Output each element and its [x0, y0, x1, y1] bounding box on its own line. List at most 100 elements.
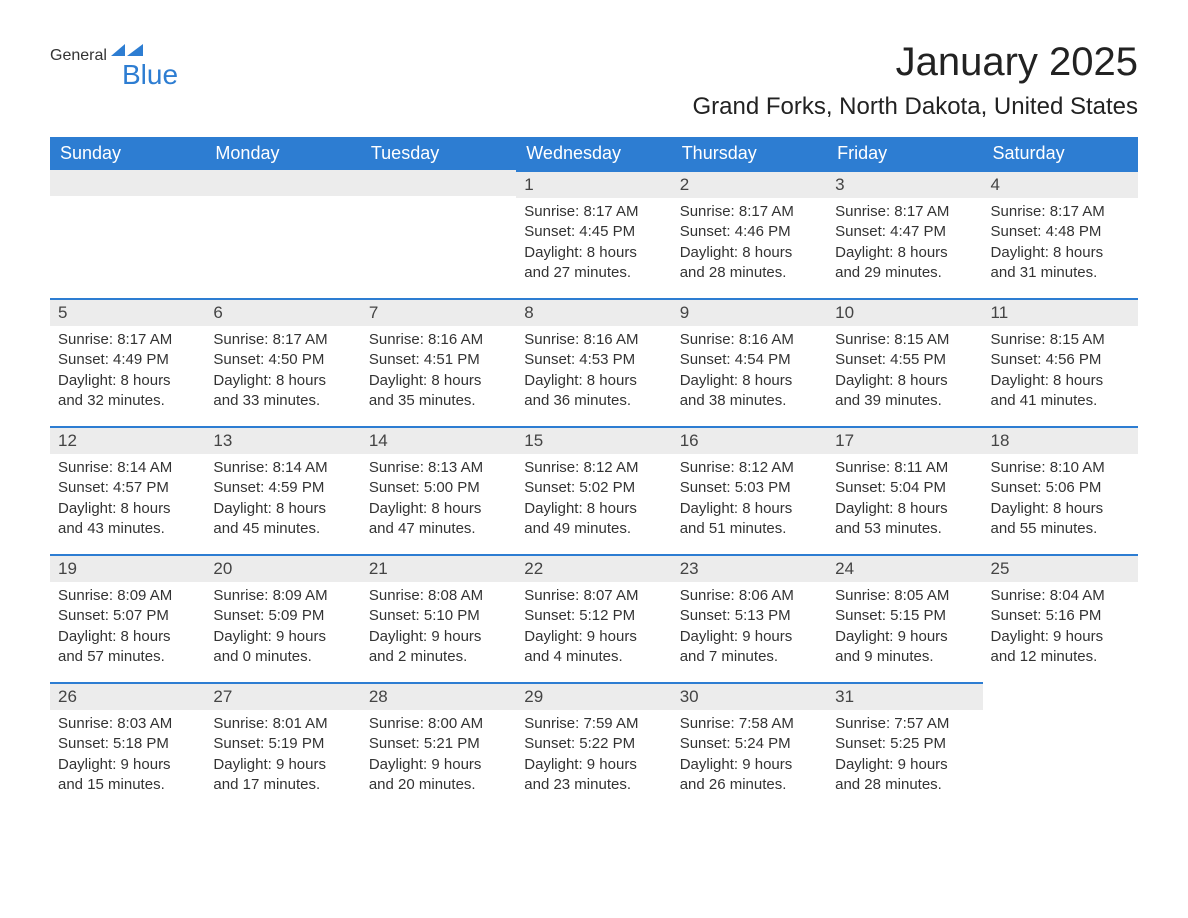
- day-details: Sunrise: 8:04 AMSunset: 5:16 PMDaylight:…: [983, 582, 1138, 675]
- weekday-header: Sunday: [50, 137, 205, 170]
- sunset-line: Sunset: 4:49 PM: [58, 350, 197, 370]
- sunset-line: Sunset: 4:57 PM: [58, 478, 197, 498]
- sunrise-line: Sunrise: 8:12 AM: [680, 458, 819, 478]
- calendar-cell: 4Sunrise: 8:17 AMSunset: 4:48 PMDaylight…: [983, 170, 1138, 298]
- sunset-line: Sunset: 5:04 PM: [835, 478, 974, 498]
- calendar-cell: 30Sunrise: 7:58 AMSunset: 5:24 PMDayligh…: [672, 682, 827, 810]
- weekday-header: Saturday: [983, 137, 1138, 170]
- day-details: Sunrise: 8:17 AMSunset: 4:45 PMDaylight:…: [516, 198, 671, 291]
- daylight-line: Daylight: 8 hours and 32 minutes.: [58, 371, 197, 412]
- day-details: Sunrise: 8:09 AMSunset: 5:07 PMDaylight:…: [50, 582, 205, 675]
- day-number: 1: [516, 170, 671, 198]
- sunset-line: Sunset: 5:25 PM: [835, 734, 974, 754]
- calendar-cell: 26Sunrise: 8:03 AMSunset: 5:18 PMDayligh…: [50, 682, 205, 810]
- day-number: 14: [361, 426, 516, 454]
- sunrise-line: Sunrise: 8:16 AM: [524, 330, 663, 350]
- sunset-line: Sunset: 5:10 PM: [369, 606, 508, 626]
- day-number: 3: [827, 170, 982, 198]
- calendar-cell: 29Sunrise: 7:59 AMSunset: 5:22 PMDayligh…: [516, 682, 671, 810]
- sunrise-line: Sunrise: 8:17 AM: [213, 330, 352, 350]
- sunrise-line: Sunrise: 8:14 AM: [213, 458, 352, 478]
- sunrise-line: Sunrise: 8:16 AM: [369, 330, 508, 350]
- calendar-cell: 2Sunrise: 8:17 AMSunset: 4:46 PMDaylight…: [672, 170, 827, 298]
- daylight-line: Daylight: 9 hours and 28 minutes.: [835, 755, 974, 796]
- sunset-line: Sunset: 5:13 PM: [680, 606, 819, 626]
- calendar-cell: 31Sunrise: 7:57 AMSunset: 5:25 PMDayligh…: [827, 682, 982, 810]
- daylight-line: Daylight: 8 hours and 47 minutes.: [369, 499, 508, 540]
- logo-blue-text: Blue: [122, 59, 178, 91]
- calendar-cell: 15Sunrise: 8:12 AMSunset: 5:02 PMDayligh…: [516, 426, 671, 554]
- sunset-line: Sunset: 5:22 PM: [524, 734, 663, 754]
- daylight-line: Daylight: 8 hours and 39 minutes.: [835, 371, 974, 412]
- calendar-cell: 18Sunrise: 8:10 AMSunset: 5:06 PMDayligh…: [983, 426, 1138, 554]
- sunrise-line: Sunrise: 8:09 AM: [58, 586, 197, 606]
- day-details: Sunrise: 8:12 AMSunset: 5:02 PMDaylight:…: [516, 454, 671, 547]
- sunrise-line: Sunrise: 8:17 AM: [524, 202, 663, 222]
- sunset-line: Sunset: 4:47 PM: [835, 222, 974, 242]
- daylight-line: Daylight: 8 hours and 31 minutes.: [991, 243, 1130, 284]
- daylight-line: Daylight: 8 hours and 51 minutes.: [680, 499, 819, 540]
- sunrise-line: Sunrise: 8:16 AM: [680, 330, 819, 350]
- sunset-line: Sunset: 5:03 PM: [680, 478, 819, 498]
- logo-general-text: General: [50, 47, 107, 65]
- daylight-line: Daylight: 9 hours and 7 minutes.: [680, 627, 819, 668]
- sunrise-line: Sunrise: 7:57 AM: [835, 714, 974, 734]
- calendar-cell: 7Sunrise: 8:16 AMSunset: 4:51 PMDaylight…: [361, 298, 516, 426]
- day-number: 7: [361, 298, 516, 326]
- daylight-line: Daylight: 8 hours and 33 minutes.: [213, 371, 352, 412]
- day-number: 12: [50, 426, 205, 454]
- sunrise-line: Sunrise: 8:17 AM: [58, 330, 197, 350]
- calendar-cell: 27Sunrise: 8:01 AMSunset: 5:19 PMDayligh…: [205, 682, 360, 810]
- sunset-line: Sunset: 4:56 PM: [991, 350, 1130, 370]
- sunset-line: Sunset: 4:45 PM: [524, 222, 663, 242]
- calendar-cell: 10Sunrise: 8:15 AMSunset: 4:55 PMDayligh…: [827, 298, 982, 426]
- weekday-header: Monday: [205, 137, 360, 170]
- day-details: Sunrise: 8:14 AMSunset: 4:57 PMDaylight:…: [50, 454, 205, 547]
- day-number: 15: [516, 426, 671, 454]
- day-number: 5: [50, 298, 205, 326]
- day-number: 8: [516, 298, 671, 326]
- day-number: 28: [361, 682, 516, 710]
- sunset-line: Sunset: 5:16 PM: [991, 606, 1130, 626]
- daylight-line: Daylight: 9 hours and 2 minutes.: [369, 627, 508, 668]
- weekday-header: Tuesday: [361, 137, 516, 170]
- daylight-line: Daylight: 9 hours and 17 minutes.: [213, 755, 352, 796]
- calendar-cell: 25Sunrise: 8:04 AMSunset: 5:16 PMDayligh…: [983, 554, 1138, 682]
- day-number: 2: [672, 170, 827, 198]
- sunset-line: Sunset: 4:50 PM: [213, 350, 352, 370]
- sunrise-line: Sunrise: 8:00 AM: [369, 714, 508, 734]
- day-number: 16: [672, 426, 827, 454]
- daylight-line: Daylight: 8 hours and 35 minutes.: [369, 371, 508, 412]
- daylight-line: Daylight: 8 hours and 43 minutes.: [58, 499, 197, 540]
- day-details: Sunrise: 7:57 AMSunset: 5:25 PMDaylight:…: [827, 710, 982, 803]
- sunrise-line: Sunrise: 8:01 AM: [213, 714, 352, 734]
- empty-day-bar: [205, 170, 360, 196]
- day-number: 30: [672, 682, 827, 710]
- sunrise-line: Sunrise: 7:59 AM: [524, 714, 663, 734]
- day-number: 19: [50, 554, 205, 582]
- calendar-cell: 16 Sunrise: 8:12 AMSunset: 5:03 PMDayligh…: [672, 426, 827, 554]
- daylight-line: Daylight: 9 hours and 12 minutes.: [991, 627, 1130, 668]
- calendar-cell: 21Sunrise: 8:08 AMSunset: 5:10 PMDayligh…: [361, 554, 516, 682]
- sunset-line: Sunset: 4:46 PM: [680, 222, 819, 242]
- sunrise-line: Sunrise: 8:17 AM: [680, 202, 819, 222]
- sunrise-line: Sunrise: 8:06 AM: [680, 586, 819, 606]
- daylight-line: Daylight: 9 hours and 9 minutes.: [835, 627, 974, 668]
- day-number: 21: [361, 554, 516, 582]
- day-number: 17: [827, 426, 982, 454]
- sunset-line: Sunset: 5:15 PM: [835, 606, 974, 626]
- page-title: January 2025: [692, 40, 1138, 85]
- day-details: Sunrise: 8:10 AMSunset: 5:06 PMDaylight:…: [983, 454, 1138, 547]
- calendar-cell: 28Sunrise: 8:00 AMSunset: 5:21 PMDayligh…: [361, 682, 516, 810]
- day-details: Sunrise: 8:06 AMSunset: 5:13 PMDaylight:…: [672, 582, 827, 675]
- calendar-cell: 19Sunrise: 8:09 AMSunset: 5:07 PMDayligh…: [50, 554, 205, 682]
- calendar-week-row: 26Sunrise: 8:03 AMSunset: 5:18 PMDayligh…: [50, 682, 1138, 810]
- calendar-week-row: 1Sunrise: 8:17 AMSunset: 4:45 PMDaylight…: [50, 170, 1138, 298]
- sunset-line: Sunset: 5:00 PM: [369, 478, 508, 498]
- day-details: Sunrise: 8:17 AMSunset: 4:49 PMDaylight:…: [50, 326, 205, 419]
- daylight-line: Daylight: 8 hours and 53 minutes.: [835, 499, 974, 540]
- calendar-cell: 12Sunrise: 8:14 AMSunset: 4:57 PMDayligh…: [50, 426, 205, 554]
- sunrise-line: Sunrise: 8:12 AM: [524, 458, 663, 478]
- weekday-header: Thursday: [672, 137, 827, 170]
- day-number: 20: [205, 554, 360, 582]
